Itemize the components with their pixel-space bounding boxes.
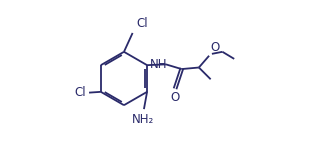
Text: Cl: Cl bbox=[136, 17, 148, 30]
Text: NH: NH bbox=[150, 58, 168, 71]
Text: O: O bbox=[170, 91, 179, 104]
Text: Cl: Cl bbox=[74, 86, 86, 99]
Text: NH₂: NH₂ bbox=[132, 113, 154, 126]
Text: O: O bbox=[210, 41, 220, 54]
